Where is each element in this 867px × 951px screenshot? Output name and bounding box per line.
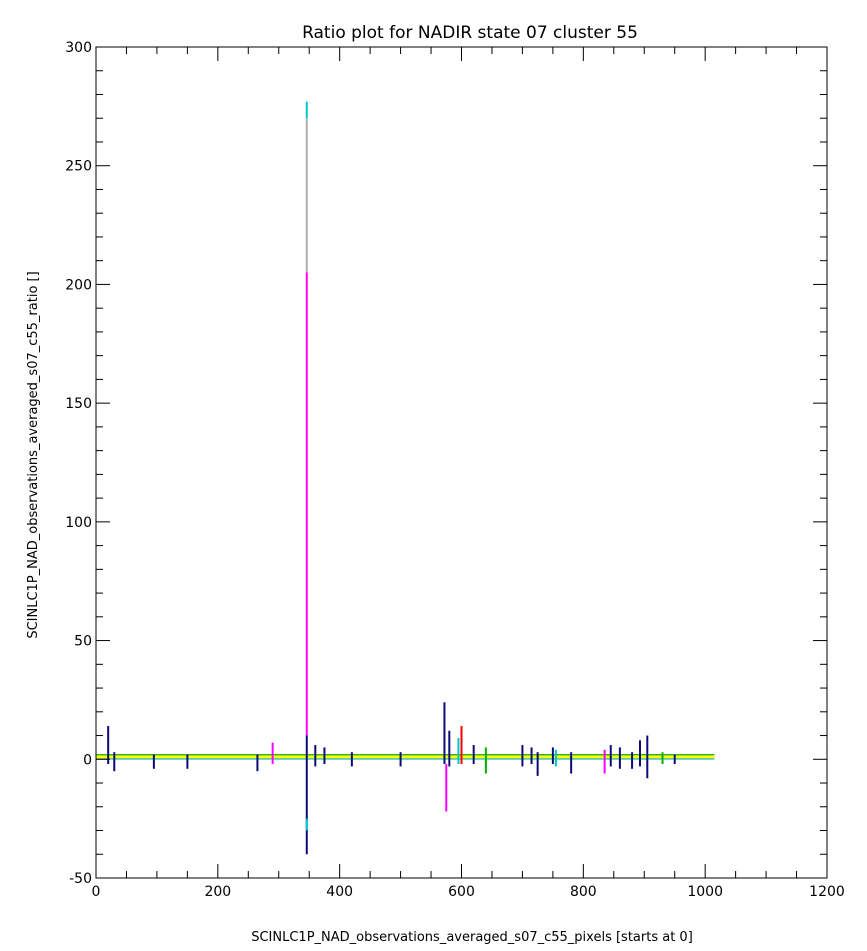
y-tick-label: 250 <box>65 159 92 175</box>
y-tick-label: 100 <box>65 515 92 531</box>
x-tick-label: 600 <box>448 884 475 900</box>
x-axis-label: SCINLC1P_NAD_observations_averaged_s07_c… <box>251 930 693 945</box>
y-tick-label: 300 <box>65 40 92 56</box>
y-tick-label: 0 <box>83 752 92 768</box>
x-tick-label: 800 <box>570 884 597 900</box>
y-tick-label: -50 <box>69 871 92 887</box>
x-tick-label: 1200 <box>809 884 845 900</box>
x-tick-label: 400 <box>326 884 353 900</box>
y-tick-label: 50 <box>74 634 92 650</box>
y-tick-label: 200 <box>65 277 92 293</box>
x-tick-label: 1000 <box>687 884 723 900</box>
tick-labels: 0 200 400 600 800 1000 1200-500501001502002503… <box>65 40 845 900</box>
y-tick-label: 150 <box>65 396 92 412</box>
axis-ticks <box>95 46 828 879</box>
plot-marks <box>96 101 715 855</box>
x-tick-label: 0 <box>92 884 101 900</box>
x-tick-label: 200 <box>204 884 231 900</box>
chart-title: Ratio plot for NADIR state 07 cluster 55 <box>302 23 638 43</box>
y-axis-label: SCINLC1P_NAD_observations_averaged_s07_c… <box>26 271 41 638</box>
